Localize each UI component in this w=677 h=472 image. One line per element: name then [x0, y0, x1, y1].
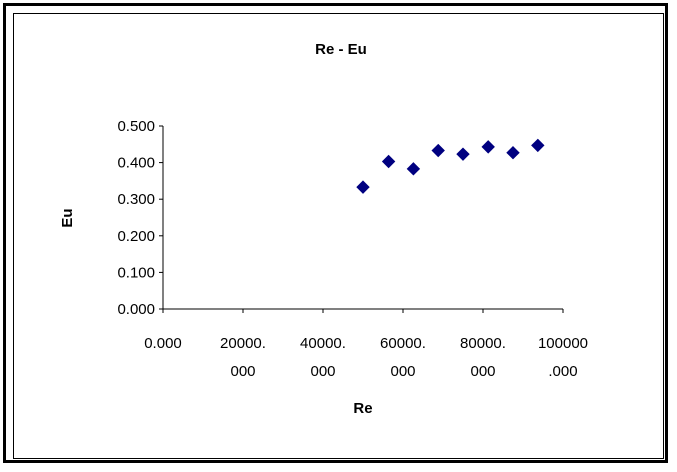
chart-title: Re - Eu	[315, 41, 367, 58]
data-point-marker	[506, 146, 520, 160]
data-point-marker	[356, 180, 370, 194]
y-tick-label: 0.200	[117, 228, 155, 245]
data-point-marker	[431, 143, 445, 158]
x-tick-label: 60000.	[380, 335, 426, 352]
y-axis-title: Eu	[59, 208, 76, 227]
x-tick-label: 100000	[538, 335, 588, 352]
x-tick-label: 80000.	[460, 335, 506, 352]
chart-frame-inner	[13, 13, 664, 459]
data-point-marker	[531, 138, 545, 153]
x-axis-title: Re	[353, 400, 372, 417]
x-tick-label-continued: 000	[390, 363, 415, 380]
data-point-marker	[456, 147, 470, 161]
y-tick-label: 0.100	[117, 264, 155, 281]
chart-frame-outer	[3, 3, 668, 463]
x-ticks: 0.000 20000. 000 40000. 000 60000. 000 80000. 00…	[144, 309, 588, 380]
data-point-marker	[381, 154, 396, 169]
x-tick-label-continued: 000	[230, 363, 255, 380]
y-tick-label: 0.400	[117, 155, 155, 172]
data-points	[356, 138, 545, 194]
x-tick-label: 0.000	[144, 335, 182, 352]
x-tick-label-continued: 000	[310, 363, 335, 380]
data-point-marker	[481, 140, 495, 154]
x-tick-label-continued: 000	[470, 363, 495, 380]
y-ticks: 0.000 0.100 0.200 0.300 0.400 0.500	[117, 118, 163, 318]
y-tick-label: 0.300	[117, 191, 155, 208]
data-point-marker	[406, 162, 421, 176]
x-tick-label: 20000.	[220, 335, 266, 352]
x-tick-label: 40000.	[300, 335, 346, 352]
y-tick-label: 0.000	[117, 301, 155, 318]
y-tick-label: 0.500	[117, 118, 155, 135]
x-tick-label-continued: .000	[548, 363, 577, 380]
